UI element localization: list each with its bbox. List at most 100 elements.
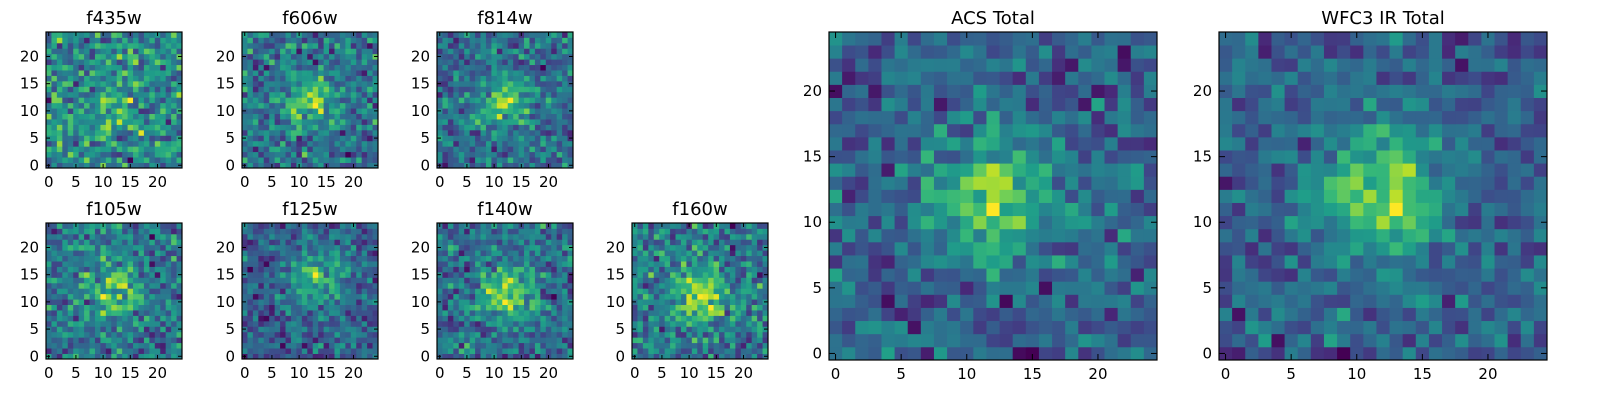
heatmap-cell	[686, 271, 693, 278]
heatmap-cell	[524, 223, 530, 229]
heatmap-cell	[350, 113, 357, 120]
heatmap-cell	[263, 129, 270, 136]
heatmap-cell	[1025, 202, 1040, 217]
heatmap-cell	[318, 64, 324, 71]
heatmap-cell	[89, 102, 96, 109]
heatmap-cell	[680, 277, 687, 284]
heatmap-cell	[296, 293, 303, 300]
heatmap-cell	[78, 108, 85, 114]
heatmap-cell	[258, 97, 265, 104]
heatmap-cell	[933, 215, 948, 230]
heatmap-cell	[637, 315, 644, 322]
heatmap-cell	[176, 146, 183, 153]
heatmap-cell	[453, 119, 460, 125]
heatmap-cell	[252, 146, 259, 153]
heatmap-cell	[735, 288, 742, 295]
heatmap-cell	[73, 59, 80, 66]
heatmap-cell	[1078, 202, 1092, 217]
heatmap-cell	[258, 64, 265, 71]
heatmap-cell	[464, 293, 471, 300]
heatmap-cell	[534, 299, 541, 305]
x-tick-label: 10	[290, 173, 309, 191]
heatmap-cell	[1143, 320, 1158, 335]
heatmap-cell	[143, 119, 150, 125]
heatmap-cell	[143, 124, 150, 131]
heatmap-cell	[556, 337, 563, 344]
heatmap-cell	[318, 331, 324, 338]
heatmap-cell	[740, 331, 747, 338]
heatmap-cell	[334, 315, 341, 322]
heatmap-cell	[534, 337, 541, 344]
heatmap-cell	[154, 80, 161, 87]
heatmap-cell	[729, 331, 736, 338]
heatmap-cell	[556, 282, 563, 289]
heatmap-cell	[356, 304, 363, 311]
heatmap-cell	[290, 239, 297, 246]
heatmap-cell	[67, 304, 74, 311]
heatmap-cell	[307, 135, 314, 142]
heatmap-cell	[491, 64, 498, 71]
heatmap-cell	[496, 326, 503, 333]
heatmap-cell	[453, 266, 460, 273]
heatmap-cell	[94, 288, 101, 295]
heatmap-cell	[149, 151, 156, 158]
heatmap-cell	[762, 250, 769, 257]
heatmap-cell	[670, 255, 676, 262]
heatmap-cell	[551, 223, 558, 229]
heatmap-cell	[290, 310, 297, 316]
heatmap-cell	[116, 64, 123, 71]
heatmap-cell	[252, 326, 259, 333]
heatmap-cell	[269, 299, 276, 305]
heatmap-cell	[269, 282, 276, 289]
heatmap-cell	[127, 124, 134, 131]
heatmap-cell	[296, 228, 303, 235]
heatmap-cell	[94, 102, 101, 109]
heatmap-cell	[138, 162, 145, 169]
heatmap-cell	[149, 53, 156, 60]
heatmap-cell	[111, 228, 118, 235]
heatmap-cell	[518, 233, 525, 240]
heatmap-cell	[686, 277, 693, 284]
heatmap-cell	[143, 146, 150, 153]
heatmap-cell	[263, 233, 270, 240]
heatmap-cell	[100, 91, 107, 98]
heatmap-cell	[339, 151, 346, 158]
heatmap-cell	[143, 320, 150, 327]
heatmap-cell	[67, 233, 74, 240]
heatmap-cell	[143, 162, 150, 169]
heatmap-cell	[339, 282, 346, 289]
heatmap-cell	[648, 304, 655, 311]
heatmap-cell	[318, 271, 324, 278]
heatmap-cell	[252, 228, 259, 235]
heatmap-cell	[242, 102, 248, 109]
heatmap-cell	[329, 223, 335, 229]
heatmap-cell	[160, 59, 167, 66]
heatmap-cell	[51, 86, 58, 93]
heatmap-cell	[469, 342, 476, 349]
x-tick-label: 0	[435, 173, 445, 191]
heatmap-cell	[642, 310, 649, 316]
heatmap-cell	[507, 277, 514, 284]
heatmap-cell	[280, 320, 286, 327]
x-tick-label: 0	[240, 364, 250, 382]
heatmap-cell	[881, 294, 895, 308]
heatmap-cell	[329, 266, 335, 273]
heatmap-cell	[697, 293, 704, 300]
heatmap-cell	[513, 162, 519, 169]
heatmap-cell	[122, 277, 128, 284]
heatmap-cell	[545, 266, 552, 273]
heatmap-cell	[318, 239, 324, 246]
heatmap-cell	[176, 266, 183, 273]
heatmap-cell	[122, 53, 128, 60]
heatmap-cell	[442, 228, 449, 235]
heatmap-cell	[269, 70, 276, 76]
heatmap-cell	[280, 315, 286, 322]
heatmap-cell	[361, 162, 368, 169]
heatmap-cell	[143, 37, 150, 44]
heatmap-cell	[507, 140, 514, 147]
heatmap-cell	[46, 304, 52, 311]
heatmap-cell	[724, 288, 731, 295]
heatmap-cell	[127, 129, 134, 136]
heatmap-cell	[165, 53, 172, 60]
heatmap-cell	[247, 331, 254, 338]
